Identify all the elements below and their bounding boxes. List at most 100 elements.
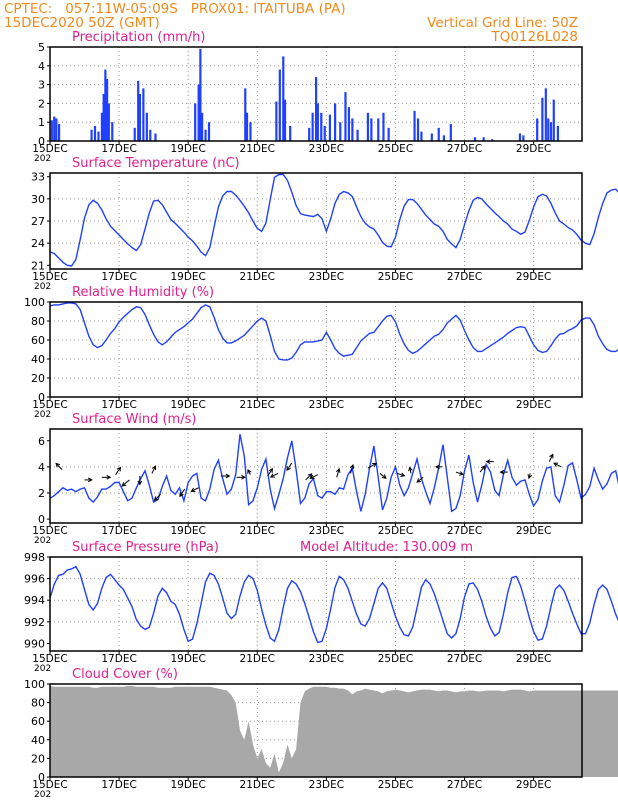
precipitation-bar: [283, 99, 287, 141]
precipitation-ytick-label: 0: [38, 135, 45, 148]
wind-xtick-label: 15DEC: [32, 525, 67, 537]
precipitation-ytick-label: 1: [38, 116, 45, 129]
wind-arrow-head: [499, 469, 505, 475]
wind-arrow: [154, 493, 161, 501]
humidity-xtick-label: 29DEC: [516, 399, 551, 411]
pressure-xtick-label: 15DEC: [32, 653, 67, 665]
precipitation-bar: [197, 84, 200, 141]
precipitation-bar: [316, 103, 319, 141]
precipitation-bar: [90, 129, 93, 141]
temperature-xtick-label: 25DEC: [378, 271, 413, 283]
precipitation-bar: [323, 125, 326, 141]
temperature-panel: 21 24 27 30 33 15DEC 17DEC 19DEC 21DEC 23DEC 25DEC…: [31, 156, 618, 292]
precipitation-bar: [339, 122, 342, 141]
precipitation-bar: [334, 103, 337, 141]
temperature-line: [49, 173, 618, 267]
precipitation-panel: 0 1 2 3 4 5 15DEC 17DEC 19DEC 21DEC 23DEC 25DEC 27DE…: [32, 30, 583, 164]
precipitation-bar: [536, 118, 539, 141]
wind-arrow-head: [55, 462, 61, 468]
pressure-ytick-label: 996: [24, 573, 45, 586]
pressure-year-label: 202: [34, 664, 51, 674]
wind-arrow-head: [481, 465, 486, 471]
pressure-ytick-label: 992: [24, 616, 45, 629]
wind-arrow-head: [309, 474, 315, 479]
wind-line: [49, 434, 618, 513]
precipitation-bar: [442, 135, 446, 141]
humidity-ytick-label: 0: [38, 391, 45, 404]
precipitation-ytick-label: 4: [38, 60, 45, 73]
cloud-cover-ytick-label: 0: [38, 771, 45, 784]
wind-ytick-label: 2: [38, 487, 45, 500]
precipitation-bar: [207, 122, 211, 141]
cloud-cover-ytick-label: 60: [31, 715, 45, 728]
cloud-cover-ytick-label: 20: [31, 752, 45, 765]
pressure-panel: 990 992 994 996 998 15DEC 17DEC 19DEC 21DEC 23DEC…: [24, 540, 618, 674]
precipitation-bar: [311, 112, 314, 141]
humidity-xtick-label: 19DEC: [170, 399, 205, 411]
precipitation-bar: [249, 122, 252, 141]
humidity-xtick-label: 21DEC: [240, 399, 275, 411]
wind-arrow: [310, 474, 318, 479]
wind-arrow: [336, 468, 340, 478]
cloud-cover-xtick-label: 17DEC: [101, 779, 136, 791]
precipitation-bar: [387, 127, 390, 141]
temperature-xtick-label: 27DEC: [447, 271, 482, 283]
cloud-cover-ytick-label: 40: [31, 734, 45, 747]
wind-arrow-head: [116, 466, 122, 472]
cloud-cover-xtick-label: 27DEC: [447, 779, 482, 791]
wind-arrow-head: [179, 492, 184, 498]
precipitation-bar: [204, 129, 207, 141]
pressure-xtick-label: 29DEC: [516, 653, 551, 665]
temperature-ytick-label: 33: [31, 171, 45, 184]
precipitation-bar: [366, 112, 370, 141]
wind-arrow-head: [190, 487, 196, 492]
station-header: CPTEC: 057:11W-05:09S PROX01: ITAITUBA (…: [4, 1, 346, 17]
humidity-xtick-label: 25DEC: [378, 399, 413, 411]
wind-arrow-head: [459, 471, 465, 476]
precipitation-bar: [282, 56, 285, 141]
wind-arrow: [379, 472, 387, 479]
cloud-cover-ytick-label: 100: [24, 678, 45, 691]
cloud-cover-xtick-label: 23DEC: [309, 779, 344, 791]
wind-arrow: [305, 473, 312, 481]
wind-ytick-label: 4: [38, 461, 45, 474]
temperature-ytick-label: 30: [31, 193, 45, 206]
wind-arrow-head: [553, 462, 559, 467]
temperature-xtick-label: 19DEC: [170, 271, 205, 283]
cloud-cover-year-label: 202: [34, 790, 51, 800]
grid-line-note: Vertical Grid Line: 50Z: [427, 15, 578, 31]
precipitation-bar: [93, 125, 97, 141]
humidity-ytick-label: 60: [31, 334, 45, 347]
precipitation-bar: [382, 112, 385, 141]
precipitation-xtick-label: 15DEC: [32, 143, 67, 155]
pressure-title: Surface Pressure (hPa): [72, 540, 219, 555]
precipitation-bar: [97, 131, 100, 141]
wind-arrow: [350, 464, 354, 474]
precipitation-bar: [430, 133, 433, 141]
wind-arrow: [115, 467, 121, 475]
precipitation-year-label: 202: [34, 154, 51, 164]
precipitation-bar: [420, 131, 423, 141]
wind-xtick-label: 27DEC: [447, 525, 482, 537]
wind-arrow-head: [372, 462, 378, 468]
temperature-ytick-label: 21: [31, 259, 45, 272]
precipitation-bar: [449, 124, 452, 141]
precipitation-xtick-label: 17DEC: [101, 143, 136, 155]
precipitation-bar: [549, 122, 553, 141]
precipitation-bar: [142, 88, 145, 141]
cloud-cover-xtick-label: 29DEC: [516, 779, 551, 791]
precipitation-xtick-label: 27DEC: [447, 143, 482, 155]
pressure-xtick-label: 17DEC: [101, 653, 136, 665]
pressure-xtick-label: 25DEC: [378, 653, 413, 665]
precipitation-bar: [106, 78, 109, 141]
humidity-panel: 0 20 40 60 80 100 15DEC 17DEC 19DEC 21DEC 23DEC 25D…: [24, 285, 618, 420]
precipitation-bar: [194, 103, 197, 141]
precipitation-bar: [351, 118, 354, 141]
precipitation-xtick-label: 21DEC: [240, 143, 275, 155]
humidity-ytick-label: 20: [31, 372, 45, 385]
precipitation-bar: [416, 118, 420, 141]
precipitation-bar: [437, 127, 440, 141]
pressure-ytick-label: 990: [24, 637, 45, 650]
